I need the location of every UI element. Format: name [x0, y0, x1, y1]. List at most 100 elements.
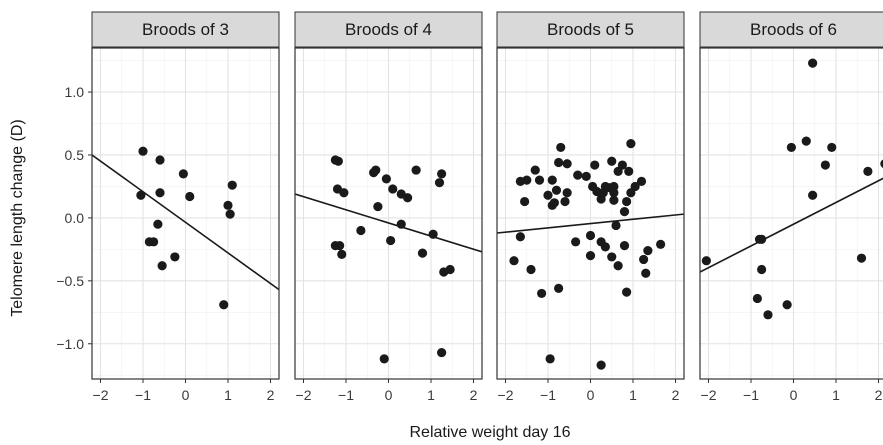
data-point: [170, 252, 180, 262]
fit-layer: [295, 193, 482, 253]
data-point: [596, 194, 606, 204]
data-point: [622, 196, 632, 207]
x-tick-label: 2: [267, 387, 275, 403]
data-point: [534, 175, 545, 185]
data-point: [219, 300, 229, 310]
regression-line: [92, 154, 279, 291]
data-point: [585, 251, 596, 261]
data-point: [227, 180, 237, 190]
facet-panel: Broods of 4 −2 −1 0 1 2: [294, 11, 483, 403]
data-point: [808, 190, 818, 200]
data-point: [445, 264, 455, 275]
x-tick-label: −2: [296, 387, 312, 403]
fit-layer: [700, 177, 883, 273]
data-point: [757, 264, 767, 275]
y-tick-label: −1.0: [56, 336, 84, 352]
data-point: [609, 195, 619, 205]
data-point: [403, 193, 413, 203]
facet-panel: Broods of 5 −2 −1 0 1 2: [496, 11, 685, 403]
x-axis-title: Relative weight day 16: [410, 424, 571, 441]
x-tick-label: 2: [672, 387, 680, 403]
data-point: [369, 167, 379, 178]
grid: [700, 48, 883, 379]
facet-title: Broods of 4: [345, 20, 432, 39]
facet-panel: Broods of 6 −2 −1 0 1 2: [699, 11, 883, 403]
data-point: [801, 136, 811, 146]
data-point: [808, 58, 818, 68]
data-point: [596, 360, 606, 370]
x-tick-label: 2: [470, 387, 478, 403]
data-point: [526, 264, 536, 275]
data-point: [537, 288, 547, 299]
data-point: [611, 220, 621, 231]
x-tick-label: −1: [540, 387, 556, 403]
data-point: [543, 190, 553, 200]
data-point: [381, 174, 391, 184]
data-point: [562, 188, 572, 198]
points-layer: [136, 146, 237, 310]
data-point: [530, 165, 540, 175]
data-point: [863, 166, 873, 176]
data-point: [641, 268, 651, 278]
x-tick-label: −1: [338, 387, 354, 403]
data-point: [225, 209, 235, 219]
data-point: [573, 170, 583, 180]
data-point: [554, 157, 564, 168]
data-point: [515, 232, 525, 242]
data-point: [607, 252, 617, 262]
data-point: [556, 142, 566, 153]
data-point: [585, 230, 596, 241]
data-point: [157, 261, 167, 271]
facet-strip: [91, 11, 280, 48]
data-point: [509, 256, 519, 266]
data-point: [622, 287, 632, 297]
y-axis: −1.0 −0.5 0.0 0.5 1.0: [56, 84, 92, 352]
y-tick-label: −0.5: [56, 273, 84, 289]
x-tick-label: −2: [498, 387, 514, 403]
data-point: [149, 237, 159, 247]
y-tick-label: 1.0: [65, 84, 85, 100]
data-point: [613, 166, 623, 176]
data-point: [136, 190, 146, 200]
data-point: [178, 169, 188, 179]
data-point: [600, 242, 610, 252]
data-point: [551, 185, 562, 195]
data-point: [701, 256, 711, 266]
facet-title: Broods of 6: [750, 20, 837, 39]
x-tick-label: 0: [790, 387, 798, 403]
data-point: [782, 300, 792, 310]
data-point: [356, 225, 366, 236]
regression-line: [497, 213, 684, 234]
data-point: [545, 354, 555, 364]
data-point: [607, 156, 617, 166]
regression-line: [700, 177, 883, 273]
fit-layer: [497, 213, 684, 234]
data-point: [437, 347, 447, 358]
data-point: [373, 201, 383, 212]
x-tick-label: −2: [93, 387, 109, 403]
x-tick-label: 1: [427, 387, 435, 403]
x-tick-label: 0: [385, 387, 393, 403]
data-point: [609, 188, 619, 198]
data-point: [388, 184, 398, 194]
data-point: [827, 142, 837, 153]
data-point: [547, 200, 557, 210]
data-point: [417, 248, 428, 258]
x-tick-label: 2: [875, 387, 883, 403]
data-point: [428, 229, 438, 239]
x-tick-label: 0: [587, 387, 595, 403]
data-point: [752, 293, 762, 304]
data-point: [560, 196, 570, 207]
x-tick-label: 1: [832, 387, 840, 403]
y-axis-title: Telomere length change (D): [9, 119, 26, 316]
data-point: [613, 261, 623, 271]
data-point: [636, 176, 647, 187]
data-point: [379, 354, 389, 364]
data-point: [763, 310, 773, 320]
data-point: [185, 191, 195, 202]
data-point: [619, 207, 630, 217]
data-point: [155, 188, 165, 198]
fit-layer: [92, 154, 279, 291]
data-point: [581, 171, 591, 181]
